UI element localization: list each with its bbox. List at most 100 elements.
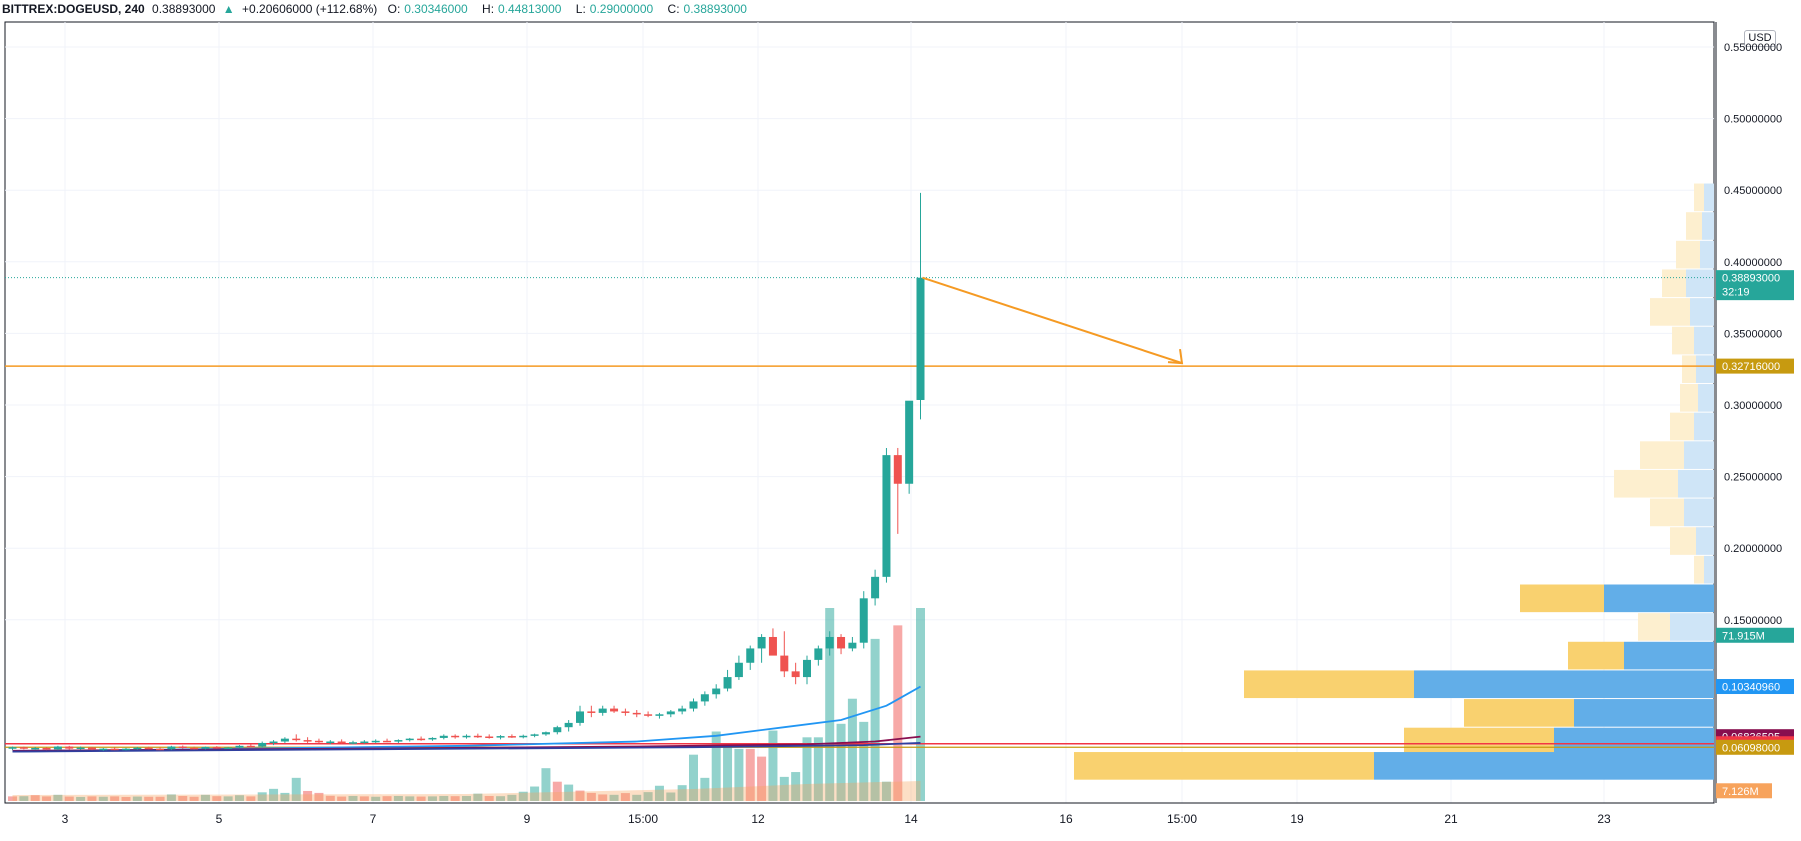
volume-bar bbox=[847, 698, 857, 801]
candle-body bbox=[473, 735, 482, 738]
price-tick-label: 0.30000000 bbox=[1724, 400, 1782, 412]
low-label: L: bbox=[575, 2, 586, 16]
volume-bar bbox=[257, 792, 267, 801]
volume-bar bbox=[325, 795, 335, 801]
volume-profile-up-bar bbox=[1694, 326, 1714, 355]
price-label-text: 0.10340960 bbox=[1722, 682, 1780, 694]
volume-bar bbox=[53, 794, 63, 801]
candle-body bbox=[405, 738, 414, 741]
volume-bar bbox=[314, 792, 324, 801]
volume-bar bbox=[393, 795, 403, 801]
candle-body bbox=[825, 636, 834, 649]
candle-body bbox=[768, 636, 777, 656]
volume-bar bbox=[223, 796, 233, 801]
candle-body bbox=[371, 740, 380, 743]
candle-body bbox=[337, 741, 346, 744]
price-label-bg bbox=[1716, 627, 1794, 643]
volume-profile-down-bar bbox=[1662, 269, 1686, 298]
volume-bar bbox=[144, 796, 154, 801]
time-tick-label: 19 bbox=[1290, 812, 1304, 826]
time-tick-label: 3 bbox=[62, 812, 69, 826]
volume-profile-up-bar bbox=[1604, 584, 1714, 613]
candle-body bbox=[201, 746, 210, 749]
volume-profile-down-bar bbox=[1638, 613, 1670, 641]
volume-bar bbox=[178, 795, 188, 801]
volume-bar bbox=[666, 792, 676, 801]
volume-bar bbox=[598, 794, 608, 801]
volume-profile-up-bar bbox=[1698, 384, 1714, 412]
candle-body bbox=[53, 746, 62, 750]
volume-bar bbox=[813, 737, 823, 801]
price-label-bg bbox=[1716, 358, 1794, 374]
volume-bar bbox=[802, 737, 812, 801]
candle-body bbox=[689, 701, 698, 709]
forecast-arrowhead-icon bbox=[1167, 348, 1184, 365]
candle-body bbox=[156, 748, 165, 751]
candle-body bbox=[541, 732, 550, 735]
volume-bar bbox=[348, 795, 358, 801]
volume-profile-down-bar bbox=[1614, 469, 1678, 498]
volume-profile-up-bar bbox=[1670, 613, 1714, 641]
price-label-text: 0.38893000 bbox=[1722, 273, 1780, 285]
volume-bar bbox=[632, 794, 642, 801]
candle-body bbox=[76, 747, 85, 750]
volume-profile-down-bar bbox=[1676, 240, 1700, 269]
price-tick-label: 0.35000000 bbox=[1724, 328, 1782, 340]
volume-bar bbox=[723, 746, 733, 801]
candle-body bbox=[110, 748, 119, 751]
volume-bar bbox=[8, 796, 17, 801]
candle-body bbox=[451, 735, 460, 738]
candle-body bbox=[587, 711, 596, 713]
time-tick-label: 15:00 bbox=[1167, 812, 1197, 826]
candle-body bbox=[893, 455, 902, 484]
close-value: 0.38893000 bbox=[683, 2, 747, 16]
candle-body bbox=[269, 741, 278, 744]
volume-bar bbox=[64, 796, 74, 801]
candle-body bbox=[349, 742, 357, 744]
price-label-volume: 7.126M bbox=[1716, 783, 1772, 799]
candle-body bbox=[178, 746, 187, 749]
symbol-name[interactable]: BITTREX:DOGEUSD, 240 bbox=[2, 2, 145, 16]
volume-bar bbox=[552, 781, 562, 801]
price-label-bg bbox=[1716, 679, 1794, 695]
candle-body bbox=[42, 747, 51, 750]
candle-body bbox=[871, 576, 880, 599]
volume-bar bbox=[121, 796, 131, 801]
volume-profile-up-bar bbox=[1414, 670, 1714, 699]
time-tick-label: 9 bbox=[524, 812, 531, 826]
volume-bar bbox=[42, 796, 52, 801]
price-label-text: 0.06098000 bbox=[1722, 742, 1780, 754]
volume-bar bbox=[541, 768, 551, 801]
candle-body bbox=[122, 748, 130, 751]
candle-body bbox=[655, 714, 664, 716]
candle-body bbox=[383, 740, 392, 743]
candle-body bbox=[882, 455, 891, 577]
price-label-text: 0.32716000 bbox=[1722, 361, 1780, 373]
candle-body bbox=[837, 636, 846, 649]
volume-bar bbox=[586, 792, 596, 801]
candle-body bbox=[19, 747, 28, 749]
volume-bar bbox=[893, 625, 903, 801]
currency-unit-label[interactable]: USD bbox=[1744, 30, 1776, 47]
candle-body bbox=[700, 694, 709, 702]
volume-bar bbox=[416, 796, 426, 801]
candle-body bbox=[439, 735, 448, 738]
candle-body bbox=[507, 736, 516, 738]
volume-bar bbox=[677, 785, 687, 801]
volume-bar bbox=[462, 795, 471, 801]
candle-body bbox=[803, 659, 811, 678]
volume-profile-down-bar bbox=[1520, 584, 1604, 613]
volume-bar bbox=[620, 793, 630, 801]
volume-bar bbox=[507, 794, 517, 801]
price-label-gold-line: 0.06098000 bbox=[1716, 739, 1794, 755]
volume-bar bbox=[518, 791, 528, 801]
volume-bar bbox=[484, 795, 494, 801]
volume-bar bbox=[30, 795, 40, 801]
candle-body bbox=[417, 738, 426, 741]
volume-profile-down-bar bbox=[1672, 326, 1694, 355]
volume-bar bbox=[700, 777, 710, 801]
volume-profile-up-bar bbox=[1554, 727, 1714, 756]
candle-body bbox=[712, 688, 721, 695]
volume-profile-up-bar bbox=[1696, 527, 1714, 555]
